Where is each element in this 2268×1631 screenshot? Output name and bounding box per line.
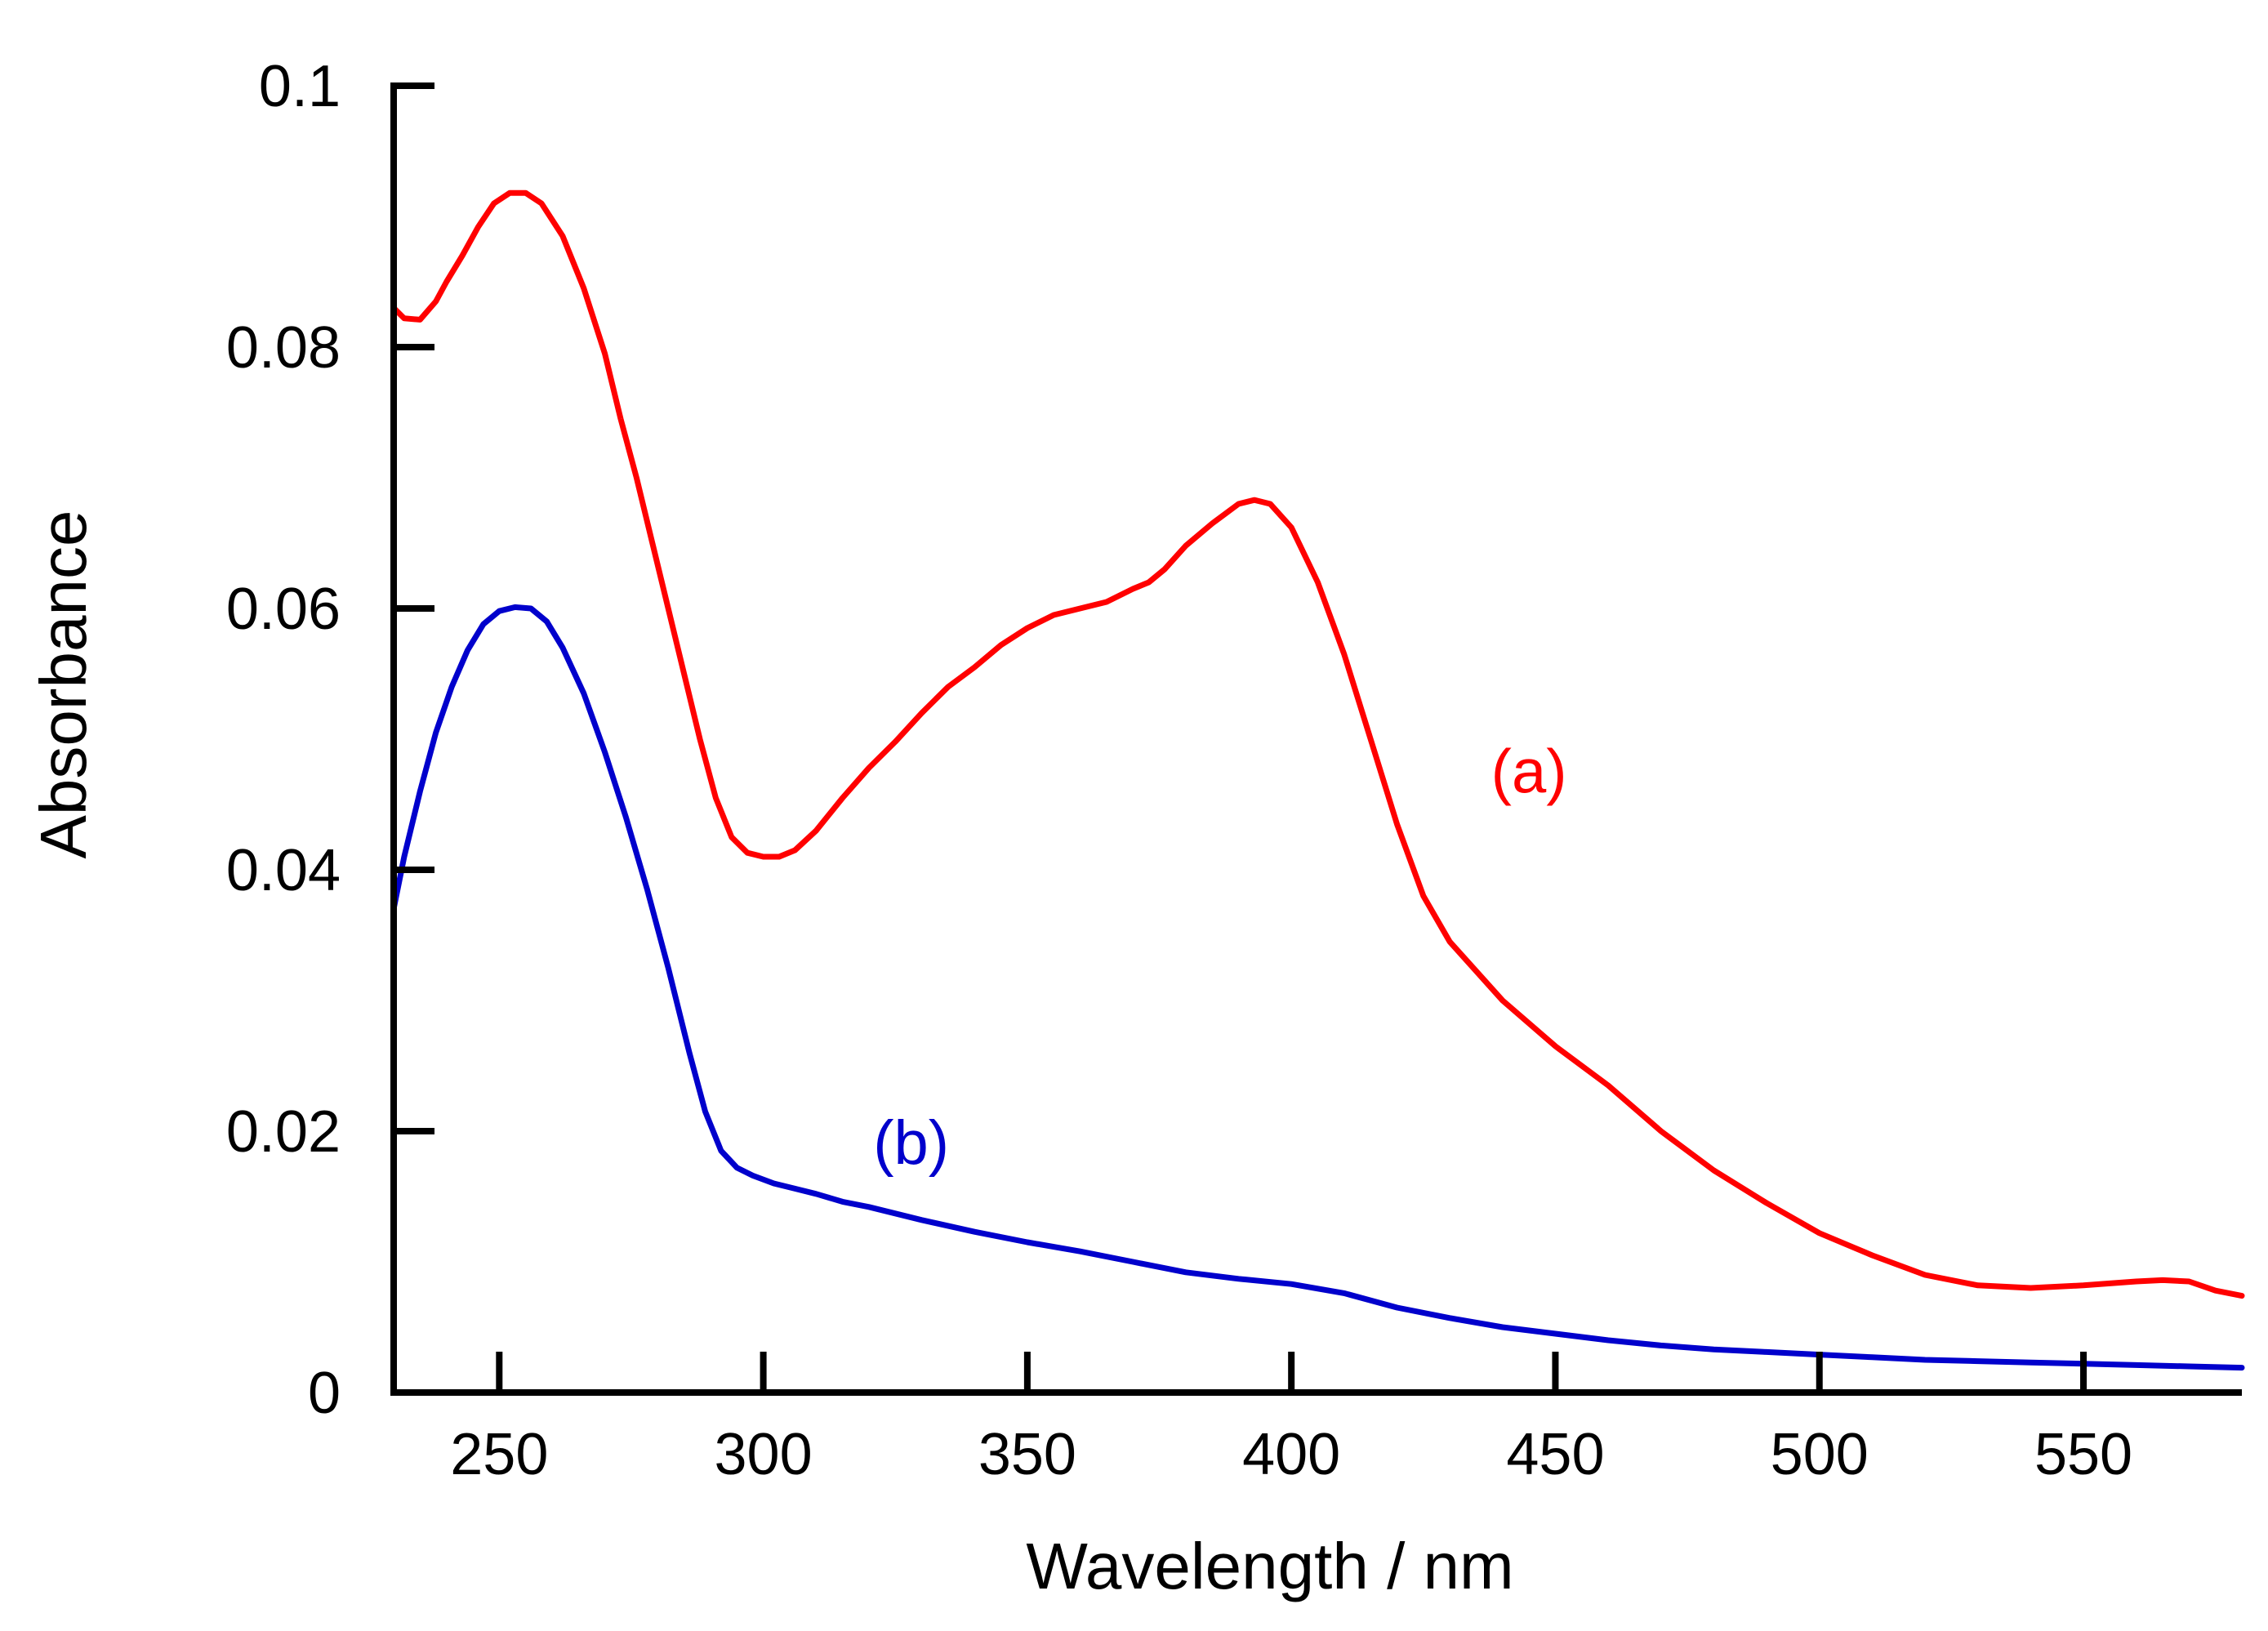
- y-tick-label: 0: [308, 1361, 341, 1426]
- x-tick-label: 550: [2034, 1422, 2132, 1487]
- y-tick-label: 0.04: [226, 838, 341, 903]
- series-label-b: (b): [873, 1108, 949, 1178]
- x-tick-label: 450: [1506, 1422, 1604, 1487]
- y-tick-label: 0.06: [226, 577, 341, 642]
- y-axis-title: Absorbance: [27, 510, 100, 859]
- x-tick-label: 400: [1242, 1422, 1340, 1487]
- plot-area: 250 300 350 400 450 500 550 00.020.040.060.080…: [226, 54, 2245, 1487]
- x-axis-title: Wavelength / nm: [1026, 1530, 1513, 1602]
- y-tick-label: 0.02: [226, 1099, 341, 1165]
- x-tick-label: 350: [978, 1422, 1076, 1487]
- series-labels: (a) (b): [873, 738, 1566, 1178]
- series-label-a: (a): [1491, 738, 1567, 807]
- series-line-b: [390, 604, 2245, 1371]
- y-tick-label: 0.1: [259, 54, 341, 119]
- x-tick-label: 300: [715, 1422, 813, 1487]
- y-axis-ticks: 0 0.02 0.04 0.06 0.08 0.1: [226, 54, 434, 1426]
- y-tick-label: 0.08: [226, 315, 341, 381]
- x-axis-ticks: 250 300 350 400 450 500 550: [450, 1352, 2132, 1487]
- x-tick-label: 250: [450, 1422, 548, 1487]
- series-layer: [390, 189, 2245, 1371]
- x-tick-label: 500: [1771, 1422, 1869, 1487]
- series-line-a: [390, 189, 2245, 1299]
